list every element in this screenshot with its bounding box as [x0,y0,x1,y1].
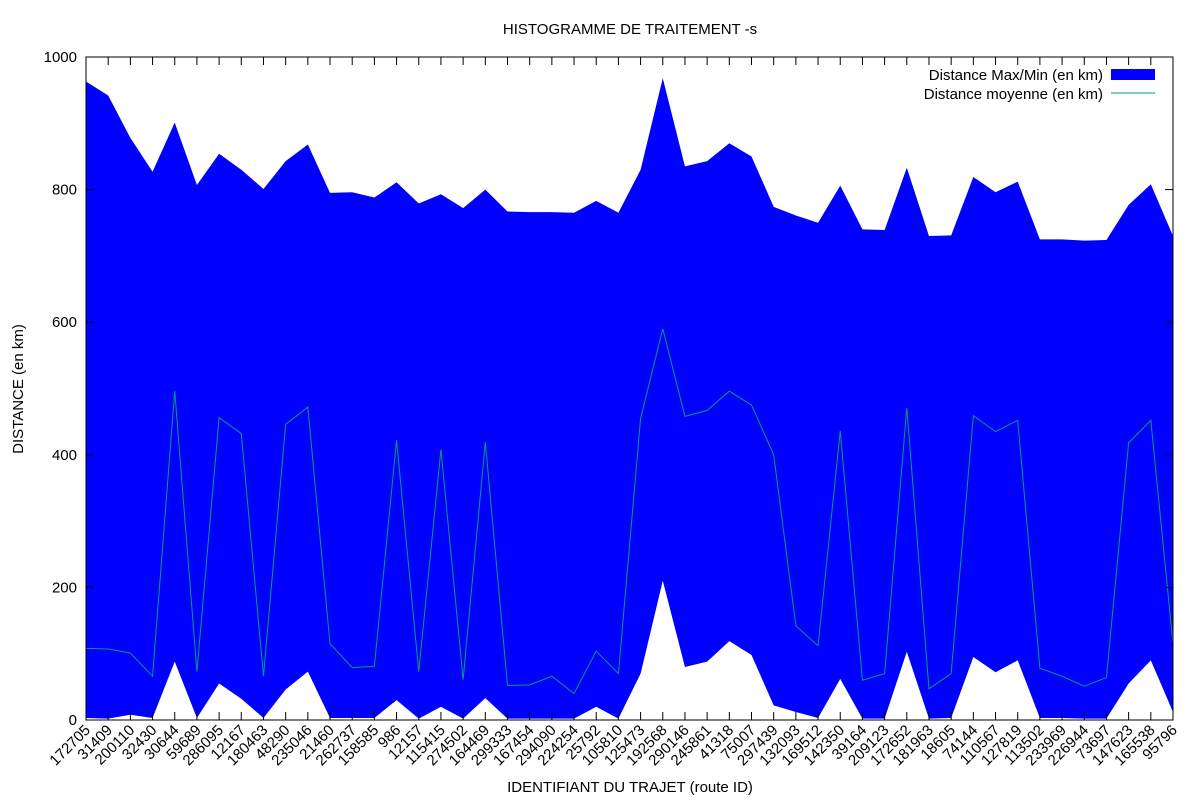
y-tick-label: 0 [69,712,77,729]
legend-label-range: Distance Max/Min (en km) [929,67,1103,84]
y-tick-label: 600 [52,314,77,331]
legend-swatch-range [1111,69,1155,80]
x-axis-label: IDENTIFIANT DU TRAJET (route ID) [507,779,753,796]
y-tick-label: 1000 [44,49,77,66]
y-axis-label: DISTANCE (en km) [10,324,27,454]
series-range-area [86,78,1173,719]
y-tick-label: 800 [52,182,77,199]
y-tick-label: 200 [52,579,77,596]
legend-label-mean: Distance moyenne (en km) [924,86,1103,103]
y-axis: 0 200 400 600 800 1000 [44,49,1173,729]
plot-frame [85,56,1174,721]
y-tick-label: 400 [52,447,77,464]
plot-area [85,78,1174,719]
chart-title: HISTOGRAMME DE TRAITEMENT -s [503,21,757,38]
series-mean-line [85,328,1174,695]
legend: Distance Max/Min (en km) Distance moyenn… [924,67,1155,103]
